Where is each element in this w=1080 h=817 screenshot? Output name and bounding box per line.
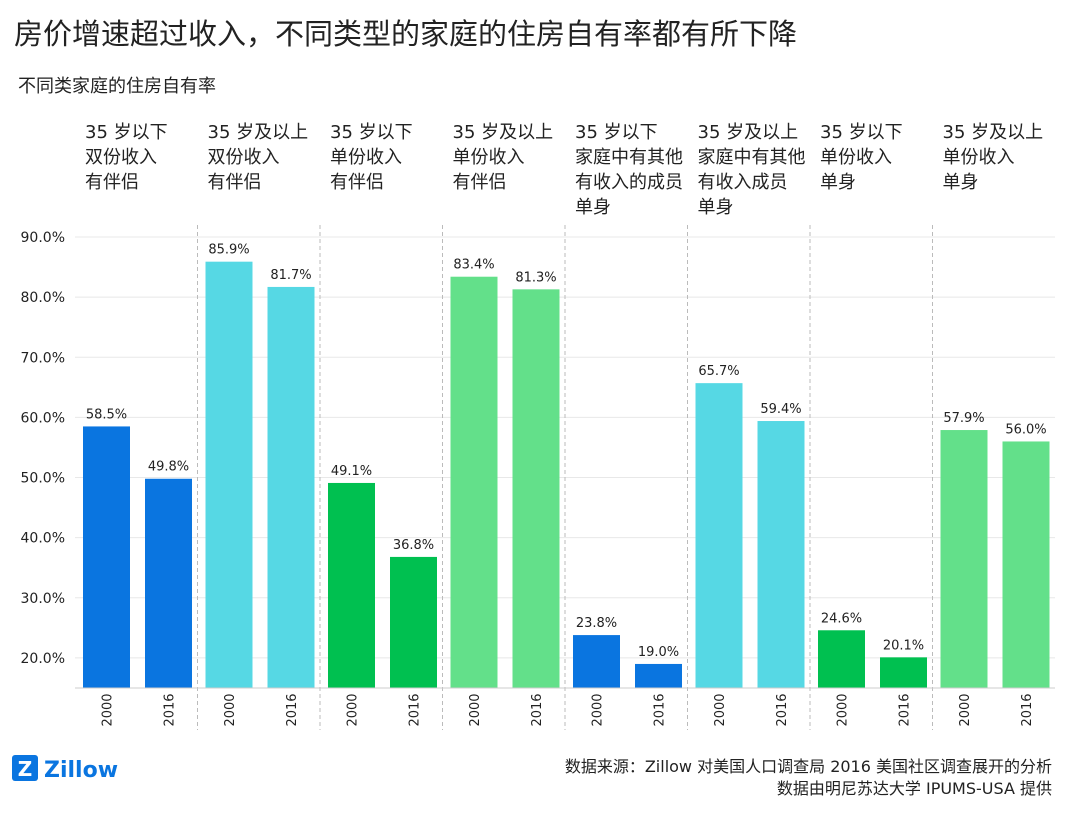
value-label: 24.6% <box>821 611 862 626</box>
facet-label: 有伴侣 <box>330 172 384 193</box>
value-label: 20.1% <box>883 638 924 653</box>
value-label: 65.7% <box>698 364 739 379</box>
y-tick-label: 80.0% <box>21 290 65 306</box>
facet-label: 35 岁及以上 <box>698 122 799 143</box>
chart-subtitle: 不同类家庭的住房自有率 <box>18 76 216 97</box>
facet-label: 35 岁及以上 <box>453 122 554 143</box>
x-tick-label: 2000 <box>468 693 483 726</box>
facet-label: 有伴侣 <box>453 172 507 193</box>
value-label: 36.8% <box>393 538 434 553</box>
value-label: 19.0% <box>638 645 679 660</box>
y-tick-label: 40.0% <box>21 531 65 547</box>
facet-label: 单身 <box>820 172 856 193</box>
facet-label: 家庭中有其他 <box>575 147 683 168</box>
x-tick-label: 2016 <box>163 693 178 726</box>
bar <box>450 276 498 688</box>
x-tick-label: 2016 <box>775 693 790 726</box>
facet-label: 35 岁以下 <box>575 122 658 143</box>
facet-label: 单身 <box>575 197 611 218</box>
y-tick-label: 90.0% <box>21 230 65 246</box>
facet-label: 单身 <box>943 172 979 193</box>
facet-label: 有收入成员 <box>698 172 788 193</box>
y-tick-label: 30.0% <box>21 591 65 607</box>
bar <box>512 289 560 688</box>
value-label: 57.9% <box>943 411 984 426</box>
x-tick-label: 2000 <box>836 693 851 726</box>
facet-label: 单身 <box>698 197 734 218</box>
facet-label: 双份收入 <box>208 147 280 168</box>
logo: Z Zillow <box>12 755 118 783</box>
facet-label: 35 岁及以上 <box>943 122 1044 143</box>
facet-label: 有伴侣 <box>208 172 262 193</box>
facet-label: 单份收入 <box>330 147 402 168</box>
value-label: 49.1% <box>331 464 372 479</box>
y-tick-label: 70.0% <box>21 350 65 366</box>
x-tick-label: 2016 <box>653 693 668 726</box>
bar <box>328 482 375 688</box>
value-label: 56.0% <box>1005 422 1046 437</box>
y-tick-label: 60.0% <box>21 410 65 426</box>
bar <box>880 657 927 688</box>
facet-label: 家庭中有其他 <box>698 147 806 168</box>
bar <box>390 556 437 688</box>
logo-icon-letter: Z <box>18 757 33 781</box>
bar <box>1002 441 1050 688</box>
facet-label: 35 岁以下 <box>330 122 413 143</box>
facet-label: 单份收入 <box>820 147 892 168</box>
value-label: 81.7% <box>270 268 311 283</box>
value-label: 85.9% <box>208 243 249 258</box>
facet-label: 单份收入 <box>453 147 525 168</box>
x-tick-label: 2000 <box>223 693 238 726</box>
source: 数据来源：Zillow 对美国人口调查局 2016 美国社区调查展开的分析 <box>565 757 1052 776</box>
facet-label: 有伴侣 <box>85 172 139 193</box>
source: 数据由明尼苏达大学 IPUMS-USA 提供 <box>777 779 1052 798</box>
x-tick-label: 2000 <box>591 693 606 726</box>
facet-label: 有收入的成员 <box>575 172 683 193</box>
bar <box>573 635 620 688</box>
value-label: 81.3% <box>515 270 556 285</box>
facet-label: 35 岁以下 <box>820 122 903 143</box>
bar <box>267 286 315 688</box>
x-tick-label: 2016 <box>285 693 300 726</box>
value-label: 59.4% <box>760 402 801 417</box>
bar <box>940 430 988 688</box>
value-label: 83.4% <box>453 258 494 273</box>
bar <box>757 421 805 688</box>
y-tick-label: 50.0% <box>21 471 65 487</box>
x-tick-label: 2016 <box>530 693 545 726</box>
bar <box>818 630 865 688</box>
x-tick-label: 2000 <box>101 693 116 726</box>
value-label: 58.5% <box>86 407 127 422</box>
facet-label: 单份收入 <box>943 147 1015 168</box>
bar <box>145 478 192 688</box>
bar <box>205 261 253 688</box>
x-tick-label: 2016 <box>1020 693 1035 726</box>
x-tick-label: 2000 <box>958 693 973 726</box>
facet-label: 35 岁以下 <box>85 122 168 143</box>
x-tick-label: 2016 <box>408 693 423 726</box>
facet-label: 双份收入 <box>85 147 157 168</box>
logo-text: Zillow <box>44 758 118 783</box>
value-label: 23.8% <box>576 616 617 631</box>
bar <box>635 663 682 688</box>
x-tick-label: 2016 <box>898 693 913 726</box>
bar <box>695 383 743 688</box>
bar <box>83 426 130 688</box>
facet-label: 35 岁及以上 <box>208 122 309 143</box>
logo-icon <box>12 755 38 781</box>
x-tick-label: 2000 <box>713 693 728 726</box>
y-tick-label: 20.0% <box>21 651 65 667</box>
x-tick-label: 2000 <box>346 693 361 726</box>
chart-title: 房价增速超过收入，不同类型的家庭的住房自有率都有所下降 <box>14 17 797 51</box>
value-label: 49.8% <box>148 460 189 475</box>
